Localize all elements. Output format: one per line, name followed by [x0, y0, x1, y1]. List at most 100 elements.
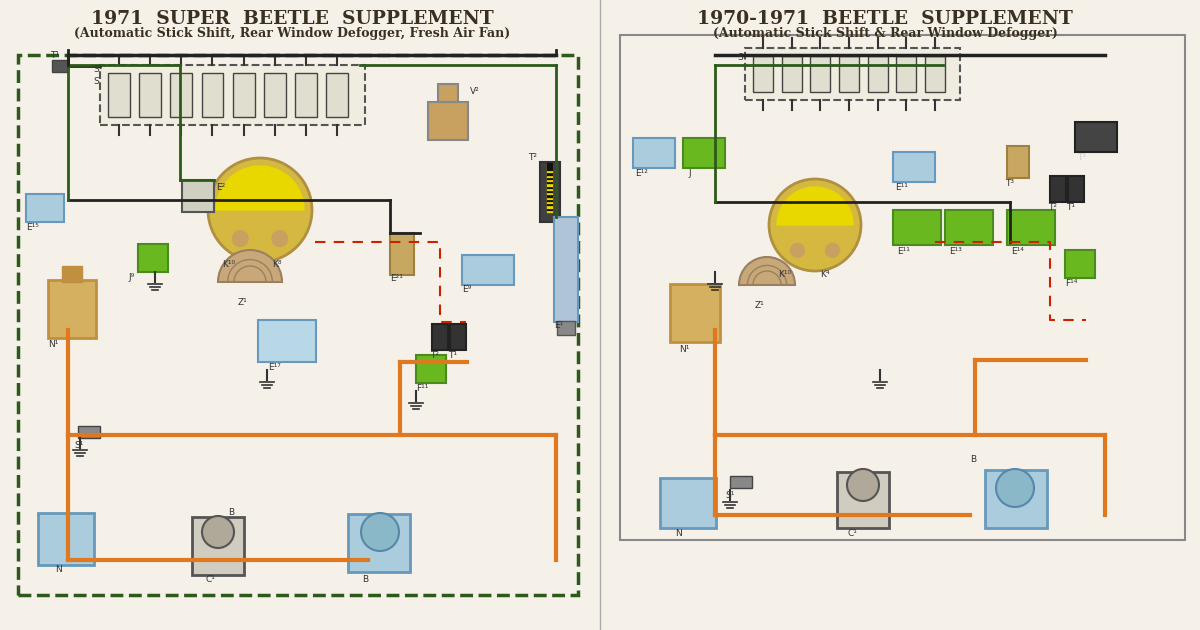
Bar	[634, 138, 674, 168]
Bar	[893, 210, 941, 245]
Circle shape	[233, 231, 248, 246]
Circle shape	[208, 158, 312, 262]
Bar	[450, 324, 466, 350]
Bar	[416, 355, 446, 383]
Bar	[838, 472, 889, 528]
Text: 1970-1971  BEETLE  SUPPLEMENT: 1970-1971 BEETLE SUPPLEMENT	[697, 10, 1073, 28]
Bar	[683, 138, 725, 168]
Bar	[925, 56, 946, 92]
Bar	[1066, 250, 1096, 278]
Text: Z¹: Z¹	[755, 301, 764, 310]
Text: S¹: S¹	[94, 65, 102, 74]
Wedge shape	[739, 257, 796, 285]
Bar	[62, 266, 82, 282]
Bar	[258, 320, 316, 362]
Bar	[52, 60, 68, 72]
Bar	[48, 280, 96, 338]
Bar	[108, 73, 130, 117]
Bar	[78, 426, 100, 438]
Text: K¹⁰: K¹⁰	[778, 270, 791, 279]
Bar	[295, 73, 317, 117]
Bar	[348, 514, 410, 572]
Bar	[192, 517, 244, 575]
Bar	[781, 56, 802, 92]
Bar	[557, 321, 575, 335]
Bar	[1007, 146, 1030, 178]
Text: K⁴: K⁴	[820, 270, 829, 279]
Bar	[233, 73, 254, 117]
Bar	[946, 210, 994, 245]
Bar	[100, 65, 365, 125]
Bar	[1050, 176, 1066, 202]
Bar	[893, 152, 935, 182]
Bar	[264, 73, 286, 117]
Text: S: S	[94, 77, 98, 86]
Text: B: B	[228, 508, 234, 517]
Text: E¹⁵: E¹⁵	[26, 223, 38, 232]
Bar	[730, 476, 752, 488]
Circle shape	[202, 516, 234, 548]
Bar	[896, 56, 917, 92]
Bar	[438, 84, 458, 102]
Wedge shape	[218, 250, 282, 282]
Bar	[138, 244, 168, 272]
Text: T³: T³	[1078, 153, 1086, 162]
Bar	[1075, 122, 1117, 152]
Text: J: J	[688, 169, 691, 178]
Bar	[428, 102, 468, 140]
Text: J⁹: J⁹	[128, 273, 134, 282]
Text: T²: T²	[1048, 203, 1057, 212]
Bar	[1007, 210, 1055, 245]
Text: T²: T²	[430, 351, 439, 360]
Text: T¹: T¹	[1066, 203, 1075, 212]
Bar	[660, 478, 716, 528]
Text: S¹: S¹	[725, 491, 734, 500]
Text: Z¹: Z¹	[238, 298, 247, 307]
Text: C¹: C¹	[206, 575, 216, 584]
Bar	[868, 56, 888, 92]
Circle shape	[272, 231, 288, 246]
Text: E¹¹: E¹¹	[895, 183, 908, 192]
Circle shape	[826, 243, 839, 257]
Bar	[182, 180, 214, 212]
Circle shape	[847, 469, 878, 501]
Bar	[170, 73, 192, 117]
Bar	[18, 55, 578, 595]
Text: E¹³: E¹³	[949, 247, 962, 256]
Bar	[202, 73, 223, 117]
Text: N: N	[55, 565, 61, 574]
Text: V²: V²	[470, 87, 480, 96]
Text: T¹: T¹	[448, 351, 457, 360]
Circle shape	[769, 179, 862, 271]
Text: B: B	[970, 455, 976, 464]
Bar	[754, 56, 773, 92]
Bar	[540, 162, 560, 222]
Bar	[839, 56, 859, 92]
Text: N¹: N¹	[48, 340, 59, 349]
Text: E⁹: E⁹	[462, 285, 472, 294]
Text: F¹¹: F¹¹	[416, 384, 428, 393]
Circle shape	[996, 469, 1034, 507]
Text: N¹: N¹	[679, 345, 689, 354]
Text: 1971  SUPER  BEETLE  SUPPLEMENT: 1971 SUPER BEETLE SUPPLEMENT	[91, 10, 493, 28]
Text: N: N	[674, 529, 682, 538]
Bar	[554, 217, 578, 322]
Bar	[620, 35, 1186, 540]
Bar	[38, 513, 94, 565]
Text: K¹⁰: K¹⁰	[222, 260, 235, 269]
Text: C¹: C¹	[847, 529, 857, 538]
Text: T²: T²	[528, 153, 538, 162]
Text: T³: T³	[1006, 179, 1014, 188]
Bar	[390, 233, 414, 275]
Bar	[432, 324, 448, 350]
Bar	[670, 284, 720, 342]
Text: K⁸: K⁸	[272, 260, 282, 269]
Bar	[326, 73, 348, 117]
Text: (Automatic Stick Shift & Rear Window Defogger): (Automatic Stick Shift & Rear Window Def…	[713, 27, 1057, 40]
Text: S: S	[737, 53, 743, 62]
Bar	[1068, 176, 1084, 202]
Text: E¹⁴: E¹⁴	[1010, 247, 1024, 256]
Text: E¹¹: E¹¹	[898, 247, 910, 256]
Text: E²: E²	[216, 183, 226, 192]
Circle shape	[791, 243, 804, 257]
